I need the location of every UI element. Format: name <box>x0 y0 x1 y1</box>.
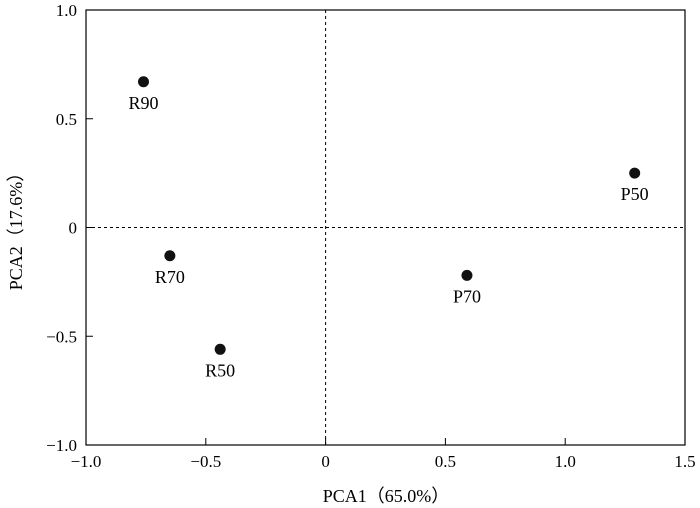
y-tick-label: 0 <box>69 219 78 238</box>
x-tick-label: 1.5 <box>674 452 695 471</box>
x-axis-title: PCA1（65.0%） <box>323 486 450 506</box>
y-axis-ticks: −1.0 −0.5 0 0.5 1.0 <box>46 1 93 455</box>
plot-frame <box>85 9 686 446</box>
y-tick-label: −0.5 <box>46 327 77 346</box>
data-point-p50 <box>629 167 641 179</box>
point-label-p50: P50 <box>621 184 649 204</box>
data-point-r90 <box>138 76 150 88</box>
data-point-r50 <box>214 343 226 355</box>
y-axis-title: PCA2（17.6%） <box>6 164 26 291</box>
point-label-r90: R90 <box>128 93 158 113</box>
y-tick-label: 0.5 <box>56 110 77 129</box>
data-points: R90 R70 R50 P70 P50 <box>128 76 649 380</box>
x-tick-label: 0 <box>321 452 330 471</box>
x-tick-label: −0.5 <box>190 452 221 471</box>
point-label-r70: R70 <box>155 267 185 287</box>
x-tick-label: 1.0 <box>555 452 576 471</box>
point-label-r50: R50 <box>205 360 235 380</box>
y-tick-label: −1.0 <box>46 436 77 455</box>
x-axis-ticks: −1.0 −0.5 0 0.5 1.0 1.5 <box>71 438 696 471</box>
data-point-p70 <box>461 269 473 281</box>
data-point-r70 <box>164 250 176 262</box>
x-tick-label: −1.0 <box>71 452 102 471</box>
point-label-p70: P70 <box>453 286 481 306</box>
y-tick-label: 1.0 <box>56 1 77 20</box>
x-tick-label: 0.5 <box>435 452 456 471</box>
